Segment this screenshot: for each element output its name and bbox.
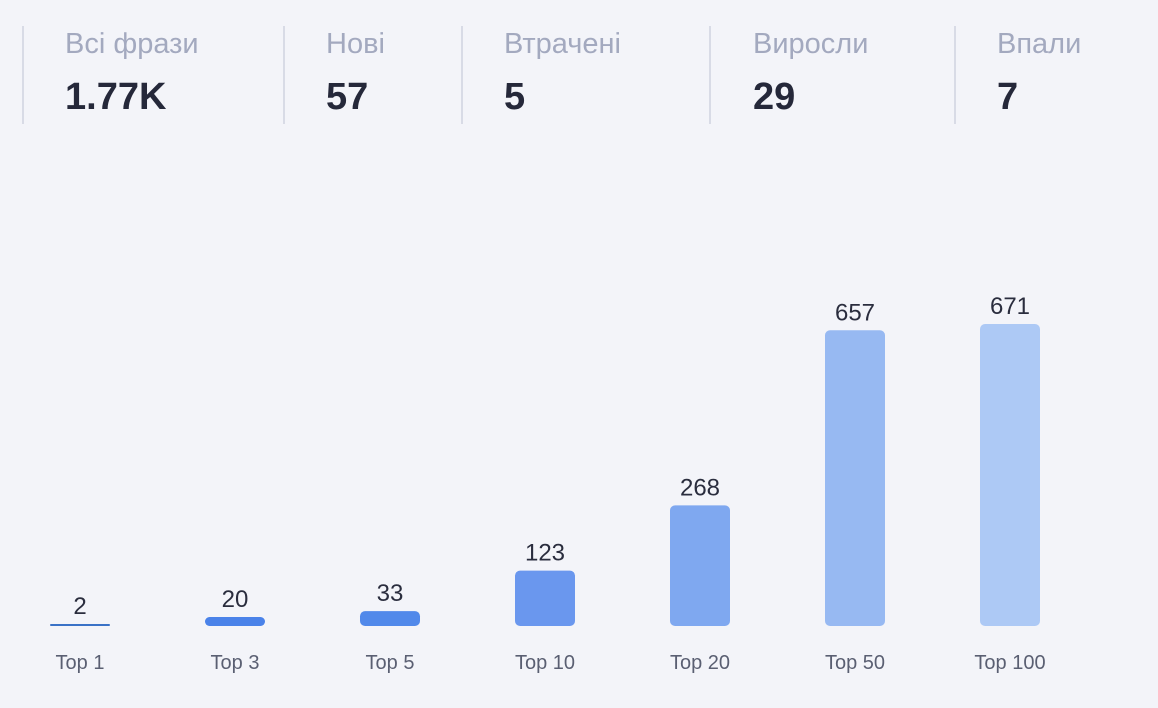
stat-value: 29 bbox=[753, 76, 796, 118]
category-label: Top 50 bbox=[825, 652, 885, 674]
bar-top-50[interactable] bbox=[825, 330, 885, 626]
stat-label: Виросли bbox=[753, 28, 869, 60]
bar-value-label: 268 bbox=[680, 474, 720, 501]
stat-grew: Виросли 29 bbox=[709, 26, 868, 124]
stat-all-phrases: Всі фрази 1.77K bbox=[22, 26, 199, 124]
stat-value: 5 bbox=[504, 76, 526, 118]
stat-value: 7 bbox=[997, 76, 1019, 118]
bar-value-label: 2 bbox=[73, 593, 86, 620]
bar-value-label: 657 bbox=[835, 299, 875, 326]
bar-top-20[interactable] bbox=[670, 505, 730, 626]
category-label: Top 5 bbox=[366, 652, 415, 674]
category-label: Top 100 bbox=[974, 652, 1045, 674]
bar-value-label: 20 bbox=[222, 586, 249, 613]
bar-top-1[interactable] bbox=[50, 624, 110, 626]
stat-label: Впали bbox=[997, 28, 1082, 60]
bar-top-5[interactable] bbox=[360, 611, 420, 626]
bar-top-100[interactable] bbox=[980, 324, 1040, 626]
bar-top-10[interactable] bbox=[515, 570, 575, 626]
category-label: Top 10 bbox=[515, 652, 575, 674]
bar-value-label: 33 bbox=[377, 580, 404, 607]
category-label: Top 1 bbox=[56, 652, 105, 674]
stat-new: Нові 57 bbox=[283, 26, 385, 124]
stat-label: Нові bbox=[326, 28, 385, 60]
positions-bar-chart: 2 Top 1 20 Top 3 33 Top 5 123 Top 10 268 Top 20 65… bbox=[50, 293, 1046, 674]
bar-value-label: 123 bbox=[525, 540, 565, 567]
stat-label: Всі фрази bbox=[65, 28, 199, 60]
stat-value: 1.77K bbox=[65, 76, 167, 118]
stats-bar: Всі фрази 1.77K Нові 57 Втрачені 5 Вирос… bbox=[0, 0, 1158, 126]
stat-lost: Втрачені 5 bbox=[461, 26, 621, 124]
stat-label: Втрачені bbox=[504, 28, 621, 60]
bar-top-3[interactable] bbox=[205, 616, 265, 626]
stat-fell: Впали 7 bbox=[954, 26, 1081, 124]
stat-value: 57 bbox=[326, 76, 369, 118]
bar-value-label: 671 bbox=[990, 293, 1030, 320]
category-label: Top 20 bbox=[670, 652, 730, 674]
category-label: Top 3 bbox=[211, 652, 260, 674]
